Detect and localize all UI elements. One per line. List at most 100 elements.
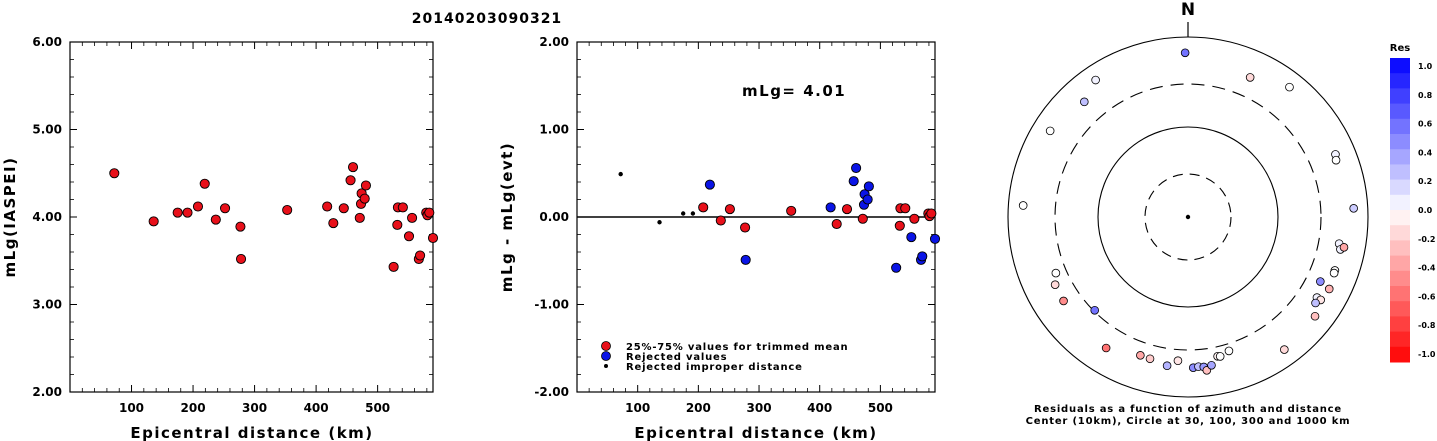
event-magnitude-annotation: mLg= 4.01 bbox=[742, 82, 846, 100]
colorbar-label: 0.8 bbox=[1418, 91, 1433, 100]
residual-point bbox=[1224, 346, 1234, 356]
colorbar-cell bbox=[1390, 149, 1410, 165]
data-point-improper bbox=[690, 211, 696, 216]
x-tick-label: 300 bbox=[242, 401, 267, 415]
residual-point bbox=[1101, 343, 1111, 353]
data-point-trimmed bbox=[698, 202, 709, 213]
data-point-rejected bbox=[704, 179, 715, 190]
residual-point bbox=[1162, 361, 1172, 371]
ring-1000km bbox=[1007, 36, 1369, 398]
data-point-improper bbox=[618, 171, 623, 177]
data-point-trimmed bbox=[786, 205, 797, 216]
data-point-trimmed bbox=[909, 213, 920, 224]
y-tick-label: -2.00 bbox=[534, 385, 569, 399]
azimuth-residual-plot: N Residuals as a function of azimuth and… bbox=[1007, 0, 1369, 427]
data-point-trimmed bbox=[392, 219, 403, 230]
data-point-trimmed bbox=[403, 231, 415, 242]
residual-point bbox=[1331, 155, 1341, 165]
colorbar-cell bbox=[1390, 88, 1410, 105]
data-point-improper bbox=[657, 220, 662, 225]
data-point-trimmed bbox=[354, 212, 365, 223]
colorbar-label: 1.0 bbox=[1418, 62, 1433, 71]
y-tick-label: 0.00 bbox=[539, 210, 569, 224]
residual-point bbox=[1045, 126, 1055, 136]
colorbar-cells bbox=[1390, 58, 1410, 363]
data-point-trimmed bbox=[148, 216, 159, 227]
residual-point bbox=[1207, 360, 1216, 370]
residual-point bbox=[1215, 352, 1225, 361]
data-point-trimmed bbox=[831, 218, 842, 230]
legend-label-rejected: Rejected values bbox=[626, 352, 727, 363]
y-tick-label: 5.00 bbox=[32, 123, 62, 137]
colorbar-label: 0.0 bbox=[1418, 206, 1433, 215]
residual-point bbox=[1329, 268, 1339, 278]
residual-point bbox=[1280, 345, 1289, 354]
colorbar-cell bbox=[1390, 240, 1410, 257]
residual-point bbox=[1311, 298, 1320, 308]
colorbar-label: -0.6 bbox=[1418, 292, 1436, 301]
data-point-trimmed bbox=[347, 162, 359, 173]
x-tick-label: 100 bbox=[119, 401, 144, 415]
data-points bbox=[109, 162, 439, 272]
colorbar-cell bbox=[1390, 134, 1410, 150]
data-point-trimmed bbox=[359, 193, 370, 204]
legend-marker-rejected bbox=[601, 351, 611, 361]
residual-point bbox=[1180, 48, 1190, 58]
y-tick-label: 3.00 bbox=[32, 298, 62, 312]
x-axis-label: Epicentral distance (km) bbox=[634, 424, 877, 441]
y-axis-label: mLg(IASPEI) bbox=[1, 157, 19, 278]
polar-caption-line-2: Center (10km), Circle at 30, 100, 300 an… bbox=[1026, 416, 1351, 427]
x-tick-label: 300 bbox=[747, 401, 772, 415]
data-point-trimmed bbox=[199, 178, 210, 189]
data-point-rejected bbox=[917, 251, 928, 262]
colorbar-cell bbox=[1390, 225, 1410, 241]
plot-frame bbox=[69, 41, 434, 393]
data-point-trimmed bbox=[192, 201, 204, 212]
colorbar-cell bbox=[1390, 73, 1410, 89]
x-tick-label: 200 bbox=[181, 401, 206, 415]
legend-marker-improper bbox=[604, 364, 608, 368]
colorbar-labels: 1.0 0.8 0.6 0.4 0.2 0.0 -0.2 -0.4 -0.6 -0.8 -1.0 bbox=[1418, 62, 1436, 359]
y-tick-label: -1.00 bbox=[534, 298, 569, 312]
colorbar-cell bbox=[1390, 316, 1410, 333]
residual-point bbox=[1285, 82, 1294, 92]
data-point-trimmed bbox=[360, 180, 371, 191]
residual-colorbar: Res 1.0 0.8 0.6 0.4 0.2 0.0 -0.2 -0.4 -0.6 -0.8 -1… bbox=[1390, 43, 1436, 363]
colorbar-cell bbox=[1390, 179, 1410, 196]
colorbar-label: 0.6 bbox=[1418, 120, 1433, 129]
x-axis-ticks: 100 200 300 400 500 bbox=[588, 42, 930, 415]
residual-point bbox=[1136, 351, 1145, 360]
y-tick-label: 2.00 bbox=[32, 385, 62, 399]
residual-point bbox=[1051, 268, 1061, 278]
colorbar-label: -0.4 bbox=[1418, 264, 1436, 273]
y-tick-label: 4.00 bbox=[32, 210, 62, 224]
data-point-trimmed bbox=[322, 201, 333, 212]
ring-300km bbox=[1054, 83, 1322, 351]
data-point-trimmed bbox=[424, 207, 435, 218]
data-point-trimmed bbox=[388, 261, 399, 272]
legend: 25%-75% values for trimmed mean Rejected… bbox=[601, 341, 848, 373]
colorbar-cell bbox=[1390, 210, 1410, 226]
x-axis-label: Epicentral distance (km) bbox=[130, 424, 373, 441]
residual-point bbox=[1316, 277, 1325, 286]
data-point-rejected bbox=[740, 254, 751, 265]
colorbar-label: -0.2 bbox=[1418, 235, 1436, 244]
data-point-rejected bbox=[891, 262, 902, 273]
residual-point bbox=[1090, 305, 1100, 315]
residual-point bbox=[1018, 201, 1028, 210]
magnitude-vs-distance-chart: 2.00 3.00 4.00 5.00 6.00 100 200 300 400 500 Epi… bbox=[1, 35, 439, 441]
data-point-trimmed bbox=[407, 212, 418, 223]
colorbar-cell bbox=[1390, 118, 1410, 135]
colorbar-cell bbox=[1390, 331, 1410, 348]
data-point-trimmed bbox=[740, 222, 751, 233]
data-point-trimmed bbox=[282, 204, 293, 216]
residual-point bbox=[1310, 311, 1320, 321]
residual-point bbox=[1080, 97, 1089, 107]
x-tick-label: 500 bbox=[868, 401, 893, 415]
data-point-rejected bbox=[862, 194, 873, 205]
colorbar-cell bbox=[1390, 255, 1410, 272]
data-point-trimmed bbox=[182, 207, 193, 218]
residual-point bbox=[1339, 243, 1349, 252]
x-axis-ticks: 100 200 300 400 500 bbox=[81, 42, 428, 415]
colorbar-label: 0.2 bbox=[1418, 177, 1432, 186]
